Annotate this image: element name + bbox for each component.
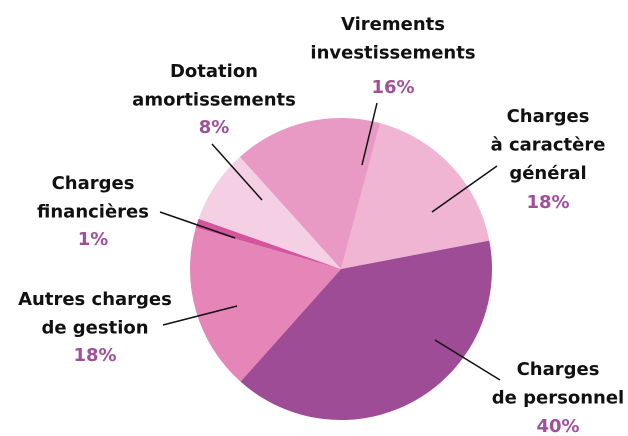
leader-line — [159, 211, 236, 239]
leader-line — [434, 339, 501, 381]
slice-label: financières — [37, 202, 149, 223]
leader-line — [211, 143, 263, 201]
leader-line — [361, 102, 378, 166]
slice-label: de gestion — [41, 318, 148, 339]
slice-label: de personnel — [492, 388, 624, 409]
value-label: 18% — [73, 345, 116, 366]
pie-slice — [239, 118, 381, 270]
pie-slice — [341, 123, 490, 269]
leader-line — [162, 305, 238, 326]
value-label: 8% — [199, 117, 230, 138]
leader-line — [431, 165, 498, 213]
value-label: 18% — [526, 192, 569, 213]
slice-label: Virements — [341, 14, 445, 35]
slice-label: Charges — [517, 359, 600, 380]
slice-label: général — [509, 163, 586, 184]
slice-label: Charges — [52, 173, 135, 194]
slice-label: Charges — [507, 106, 590, 127]
slice-label: amortissements — [132, 90, 296, 111]
value-label: 1% — [78, 229, 109, 250]
pie-slice — [198, 156, 341, 269]
value-label: 16% — [371, 77, 414, 98]
slice-label: Dotation — [170, 61, 258, 82]
pie-slice — [240, 240, 492, 421]
slice-label: Autres charges — [18, 289, 172, 310]
pie-slice — [195, 218, 341, 269]
value-label: 40% — [536, 416, 579, 436]
slice-label: investissements — [310, 43, 475, 64]
pie-slice — [189, 227, 341, 382]
slice-label: à caractère — [491, 135, 606, 156]
